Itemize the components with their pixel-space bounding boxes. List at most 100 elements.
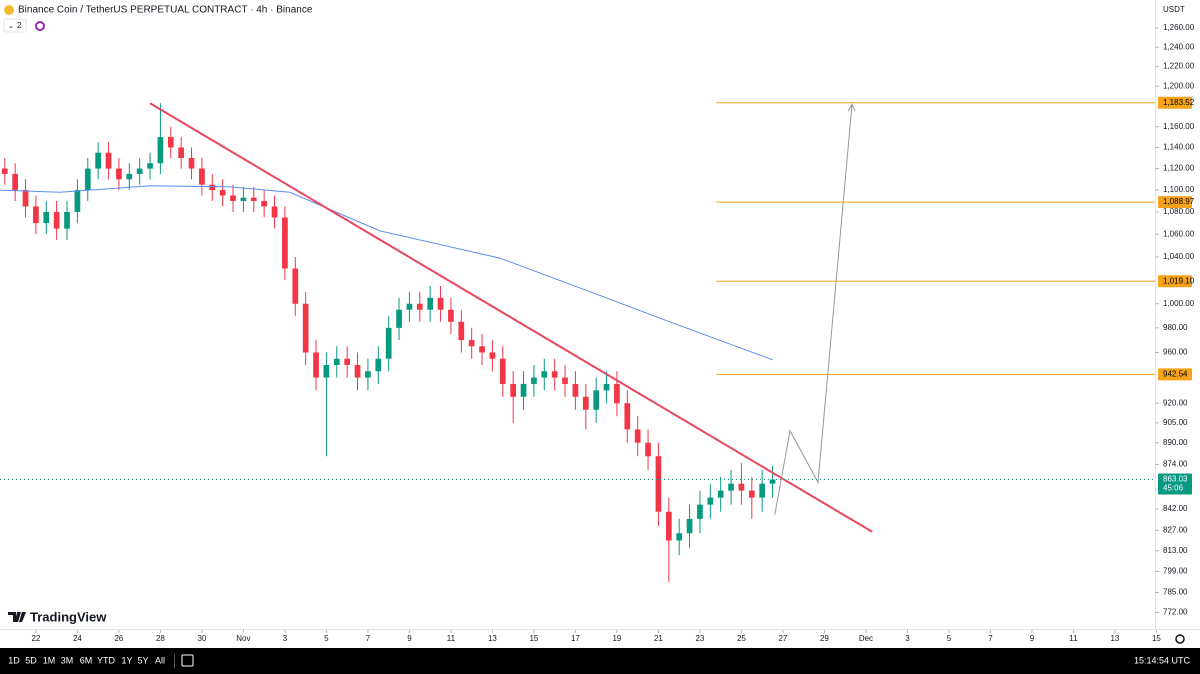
y-tick-label: 1,240.00 xyxy=(1163,42,1195,51)
x-tick-label: 26 xyxy=(114,634,123,643)
candle-body xyxy=(105,152,112,169)
candle-body xyxy=(645,442,651,457)
candle-body xyxy=(136,168,143,174)
candle-body xyxy=(199,168,205,185)
x-tick-label: 3 xyxy=(283,634,288,643)
candle-body xyxy=(728,483,734,491)
x-tick-label: 15 xyxy=(529,634,538,643)
x-tick-label: Nov xyxy=(236,634,250,643)
x-tick-label: 23 xyxy=(695,634,704,643)
logo-mark xyxy=(8,612,26,622)
x-tick-label: 19 xyxy=(612,634,621,643)
symbol-title[interactable]: Binance Coin / TetherUS PERPETUAL CONTRA… xyxy=(18,5,313,16)
candle-body xyxy=(686,518,693,534)
candle-body xyxy=(427,297,434,310)
candle-body xyxy=(437,297,444,310)
x-tick-label: 24 xyxy=(73,634,82,643)
candle-body xyxy=(333,358,340,365)
range-button[interactable]: 6M xyxy=(80,655,93,665)
y-tick-label: 1,200.00 xyxy=(1163,81,1195,90)
candle-body xyxy=(323,364,330,378)
candle-body xyxy=(385,327,392,359)
x-tick-label: 7 xyxy=(366,634,371,643)
candle-body xyxy=(43,211,50,224)
indicator-icon[interactable] xyxy=(35,21,45,31)
range-button[interactable]: 3M xyxy=(61,655,74,665)
y-tick-label: 772.00 xyxy=(1163,608,1188,617)
candle-body xyxy=(33,206,39,224)
candle-body xyxy=(406,303,413,310)
last-price-label: 863.03 xyxy=(1163,475,1188,484)
price-axis: 1,260.00 1,240.00 1,220.00 1,200.00 1,160.00… xyxy=(1155,23,1195,617)
candle-body xyxy=(188,157,195,169)
candle-body xyxy=(261,200,268,207)
clock: 15:14:54 UTC xyxy=(1134,655,1191,665)
x-tick-label: 3 xyxy=(905,634,910,643)
range-button[interactable]: YTD xyxy=(97,655,116,665)
x-tick-label: 9 xyxy=(1030,634,1035,643)
range-button[interactable]: 1D xyxy=(8,655,20,665)
bottom-toolbar xyxy=(0,648,1200,674)
range-button[interactable]: 1Y xyxy=(121,655,132,665)
x-tick-label: Dec xyxy=(859,634,873,643)
level-label: 1,183.52 xyxy=(1163,98,1195,107)
range-button[interactable]: 5Y xyxy=(137,655,148,665)
x-tick-label: 17 xyxy=(571,634,580,643)
candle-body xyxy=(147,163,153,169)
symbol-icon xyxy=(4,5,14,15)
indicator-toggle[interactable] xyxy=(3,18,27,33)
level-label: 942.54 xyxy=(1163,369,1188,378)
x-tick-label: 15 xyxy=(1152,634,1161,643)
range-button[interactable]: All xyxy=(155,655,165,665)
range-button[interactable]: 1M xyxy=(43,655,56,665)
candle-body xyxy=(448,309,454,322)
candle-body xyxy=(95,152,102,169)
x-tick-label: 13 xyxy=(488,634,497,643)
level-badge xyxy=(1158,196,1192,209)
candle-body xyxy=(416,303,423,310)
candle-body xyxy=(250,197,257,201)
y-tick-label: 1,120.00 xyxy=(1163,164,1195,173)
candle-body xyxy=(489,352,496,359)
settings-icon[interactable] xyxy=(1175,634,1185,644)
x-tick-label: 22 xyxy=(31,634,40,643)
candle-body xyxy=(499,358,506,384)
candle-body xyxy=(126,173,133,180)
candle-body xyxy=(178,147,185,158)
candle-body xyxy=(510,383,517,397)
currency-label[interactable]: USDT xyxy=(1163,5,1185,14)
candle-body xyxy=(665,511,672,541)
candle-body xyxy=(313,352,319,378)
candle-body xyxy=(717,490,724,498)
trendline xyxy=(149,102,873,533)
candle-body xyxy=(116,168,122,180)
candle-body xyxy=(603,383,610,391)
x-tick-label: 7 xyxy=(988,634,993,643)
candle-body xyxy=(354,364,361,378)
range-button[interactable]: 5D xyxy=(25,655,37,665)
calendar-icon[interactable] xyxy=(181,654,194,667)
candle-body xyxy=(634,429,641,443)
candle-body xyxy=(655,456,662,512)
candle-body xyxy=(84,168,91,191)
y-tick-label: 1,160.00 xyxy=(1163,122,1195,131)
y-tick-label: 1,040.00 xyxy=(1163,252,1195,261)
x-tick-label: 5 xyxy=(324,634,329,643)
moving-average xyxy=(0,185,774,361)
candle-body xyxy=(676,533,683,541)
x-tick-label: 28 xyxy=(156,634,165,643)
candle-body xyxy=(302,303,309,353)
candle-body xyxy=(167,137,174,148)
candle-body xyxy=(292,268,299,304)
y-tick-label: 1,100.00 xyxy=(1163,185,1195,194)
level-badge xyxy=(1158,275,1192,288)
candle-body xyxy=(707,497,714,505)
y-tick-label: 980.00 xyxy=(1163,323,1188,332)
candle-body xyxy=(365,371,371,378)
y-tick-label: 1,000.00 xyxy=(1163,299,1195,308)
candle-body xyxy=(74,190,81,212)
candle-body xyxy=(396,309,402,328)
x-tick-label: 11 xyxy=(1069,634,1078,643)
y-tick-label: 827.00 xyxy=(1163,525,1188,534)
